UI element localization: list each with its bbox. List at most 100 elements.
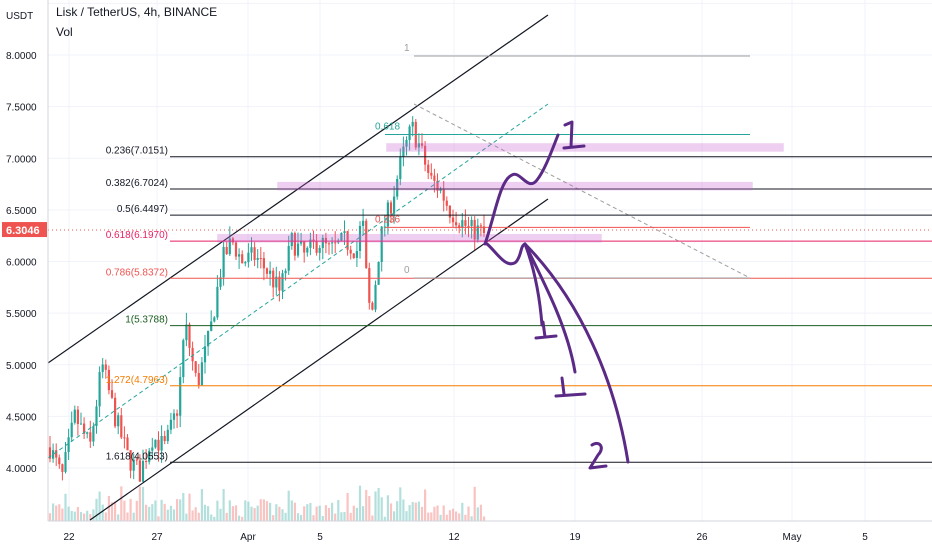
volume-bar <box>312 515 315 521</box>
volume-bar <box>427 512 430 521</box>
volume-bar <box>346 492 349 521</box>
volume-bar <box>309 503 312 521</box>
candle <box>461 212 464 238</box>
fib-level: 0.618 <box>375 122 750 136</box>
volume-bar <box>138 486 141 521</box>
volume-bar <box>83 513 86 521</box>
candle-body <box>340 232 343 241</box>
y-tick-label: 8.0000 <box>6 51 37 62</box>
candle-body <box>331 242 334 244</box>
candle-body <box>383 226 386 228</box>
candle <box>110 379 114 400</box>
candle-body <box>86 432 89 434</box>
fib-level: 0.5(6.4497) <box>117 204 932 216</box>
x-tick-label: 19 <box>569 532 581 543</box>
volume-bar <box>411 502 414 521</box>
volume-bar <box>337 499 340 521</box>
volume-bar <box>70 510 73 521</box>
volume-bar <box>203 504 207 521</box>
candle-body <box>234 242 238 257</box>
volume-bar <box>151 504 154 521</box>
candle-body <box>247 252 250 263</box>
candle <box>340 232 343 242</box>
candle <box>219 268 222 290</box>
candle <box>371 301 374 311</box>
volume-bar <box>110 502 114 521</box>
volume-bar <box>225 512 228 521</box>
candle-body <box>324 237 327 244</box>
candle <box>55 443 58 467</box>
candle-body <box>430 172 433 176</box>
candle-body <box>470 219 473 227</box>
volume-bar <box>95 498 98 521</box>
candle <box>83 417 86 440</box>
candle-body <box>179 377 182 416</box>
handwritten-target-label-1b <box>534 320 558 340</box>
candle-body <box>67 437 70 453</box>
volume-bar <box>281 509 284 521</box>
candle <box>455 211 458 229</box>
volume-bar <box>163 503 166 521</box>
candle <box>368 262 371 310</box>
candle <box>126 434 129 451</box>
volume-bar <box>58 504 61 521</box>
volume-bar <box>117 514 120 521</box>
candle <box>107 365 110 395</box>
volume-bar <box>61 508 64 521</box>
candle <box>188 322 191 357</box>
candle-body <box>303 241 306 253</box>
candle-body <box>148 450 151 462</box>
candle-body <box>451 217 455 223</box>
candle-body <box>58 457 61 465</box>
candle-body <box>458 225 461 228</box>
candle <box>393 185 396 224</box>
candle <box>58 454 61 469</box>
candle-body <box>135 459 138 461</box>
candle <box>383 215 386 237</box>
candle <box>482 214 486 237</box>
candle-body <box>368 268 371 303</box>
candle-body <box>244 262 247 264</box>
candle-body <box>349 249 352 254</box>
candle <box>380 226 383 272</box>
candle <box>405 136 408 156</box>
candle <box>52 443 55 463</box>
candle <box>296 232 300 258</box>
candle-body <box>70 422 73 438</box>
candle-body <box>358 225 362 252</box>
candle <box>138 454 141 482</box>
candle-body <box>256 258 259 260</box>
volume-bar <box>380 497 383 521</box>
volume-bar <box>176 499 179 521</box>
candle <box>194 360 197 377</box>
candle <box>374 280 377 313</box>
candle <box>160 425 163 463</box>
volume-bar <box>386 495 389 521</box>
candle-body <box>402 146 405 157</box>
candle-body <box>104 364 107 370</box>
candle-body <box>262 258 265 269</box>
candle-body <box>371 302 374 310</box>
volume-bar <box>64 493 67 521</box>
volume-bar <box>318 505 321 521</box>
volume-bar <box>188 493 191 521</box>
volume-bar <box>340 512 343 521</box>
candle <box>303 241 306 263</box>
candle <box>349 245 352 260</box>
candle <box>141 449 145 482</box>
volume-bar <box>259 499 262 521</box>
volume-bar <box>120 486 123 521</box>
volume-bar <box>129 498 132 521</box>
zone-highlight <box>217 234 602 243</box>
fib-label: 0.236(7.0151) <box>106 146 168 157</box>
candle <box>451 209 455 228</box>
candle <box>203 334 207 374</box>
volume-bar <box>436 505 439 521</box>
candle-body <box>420 143 424 146</box>
candle-body <box>405 139 408 147</box>
volume-bar <box>92 509 95 521</box>
volume-bar <box>185 513 188 521</box>
candle-body <box>185 324 188 341</box>
